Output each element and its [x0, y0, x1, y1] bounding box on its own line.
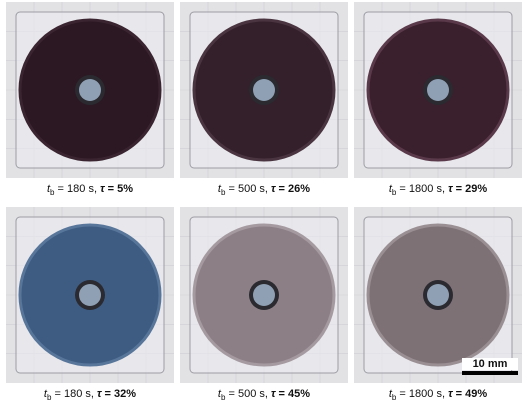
caption-result: = 29%: [453, 183, 488, 195]
caption-time: = 500 s,: [225, 388, 271, 400]
panel-caption: tb = 180 s, τ = 5%: [47, 183, 133, 197]
panel-caption: tb = 500 s, τ = 26%: [218, 183, 310, 197]
caption-result: = 45%: [276, 388, 311, 400]
caption-result: = 5%: [105, 183, 134, 195]
caption-time: = 1800 s,: [396, 388, 448, 400]
center-window: [79, 79, 101, 101]
photo-panel: [354, 207, 522, 383]
caption-result: = 26%: [276, 183, 311, 195]
photo-panel: [180, 2, 348, 178]
photo-panel: [354, 2, 522, 178]
caption-result: = 49%: [453, 388, 488, 400]
center-window: [427, 79, 449, 101]
caption-result: = 32%: [102, 388, 137, 400]
scale-bar: [462, 371, 518, 375]
panel-caption: tb = 1800 s, τ = 49%: [389, 388, 487, 402]
center-window: [253, 79, 275, 101]
panel-caption: tb = 1800 s, τ = 29%: [389, 183, 487, 197]
center-window: [427, 284, 449, 306]
panel-caption: tb = 180 s, τ = 32%: [44, 388, 136, 402]
caption-time: = 180 s,: [51, 388, 97, 400]
panel-caption: tb = 500 s, τ = 45%: [218, 388, 310, 402]
photo-panel: [6, 207, 174, 383]
caption-time: = 1800 s,: [396, 183, 448, 195]
photo-panel: [6, 2, 174, 178]
center-window: [253, 284, 275, 306]
center-window: [79, 284, 101, 306]
scale-bar-label: 10 mm: [473, 358, 508, 370]
caption-time: = 500 s,: [225, 183, 271, 195]
photo-panel: [180, 207, 348, 383]
figure: tb = 180 s, τ = 5% tb = 500 s, τ = 26% tb …: [0, 0, 524, 405]
caption-time: = 180 s,: [55, 183, 101, 195]
